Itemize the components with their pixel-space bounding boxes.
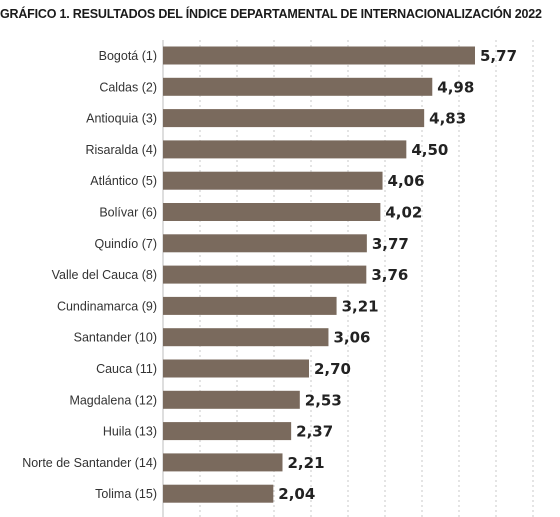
bar [163, 296, 337, 315]
value-label: 2,37 [296, 423, 333, 441]
bar [163, 46, 475, 65]
value-label: 2,21 [288, 454, 325, 472]
category-label: Bogotá (1) [99, 49, 157, 63]
value-label: 4,50 [411, 141, 448, 159]
bar [163, 453, 283, 472]
value-label: 3,76 [371, 266, 408, 284]
value-label: 4,83 [429, 110, 466, 128]
category-label: Risaralda (4) [85, 143, 157, 157]
chart-title: GRÁFICO 1. RESULTADOS DEL ÍNDICE DEPARTA… [0, 7, 542, 21]
category-label: Magdalena (12) [69, 393, 157, 407]
category-label: Cauca (11) [96, 362, 157, 376]
value-label: 4,02 [385, 204, 422, 222]
category-label: Quindío (7) [94, 237, 157, 251]
category-label: Cundinamarca (9) [57, 299, 157, 313]
bar [163, 171, 383, 190]
bar [163, 77, 433, 96]
value-label: 3,06 [333, 329, 370, 347]
category-label: Atlántico (5) [90, 174, 157, 188]
category-label: Huila (13) [103, 425, 157, 439]
bar [163, 234, 367, 253]
value-label: 4,98 [437, 78, 474, 96]
bar [163, 484, 274, 503]
bar [163, 390, 300, 409]
bar [163, 140, 407, 159]
value-label: 4,06 [388, 172, 425, 190]
category-label: Antioquia (3) [86, 112, 157, 126]
bar [163, 328, 329, 347]
value-label: 5,77 [480, 47, 517, 65]
category-label: Bolívar (6) [99, 206, 157, 220]
bar [163, 422, 292, 441]
category-label: Valle del Cauca (8) [52, 268, 157, 282]
value-label: 2,53 [305, 391, 342, 409]
category-label: Tolima (15) [95, 487, 157, 501]
category-label: Caldas (2) [99, 80, 157, 94]
bar [163, 265, 367, 284]
category-label: Norte de Santander (14) [22, 456, 157, 470]
value-label: 3,21 [342, 297, 379, 315]
bar [163, 203, 381, 221]
value-label: 2,70 [314, 360, 351, 378]
bar [163, 359, 309, 378]
value-label: 2,04 [278, 485, 315, 503]
category-label: Santander (10) [74, 331, 157, 345]
value-label: 3,77 [372, 235, 409, 253]
bar [163, 109, 425, 128]
